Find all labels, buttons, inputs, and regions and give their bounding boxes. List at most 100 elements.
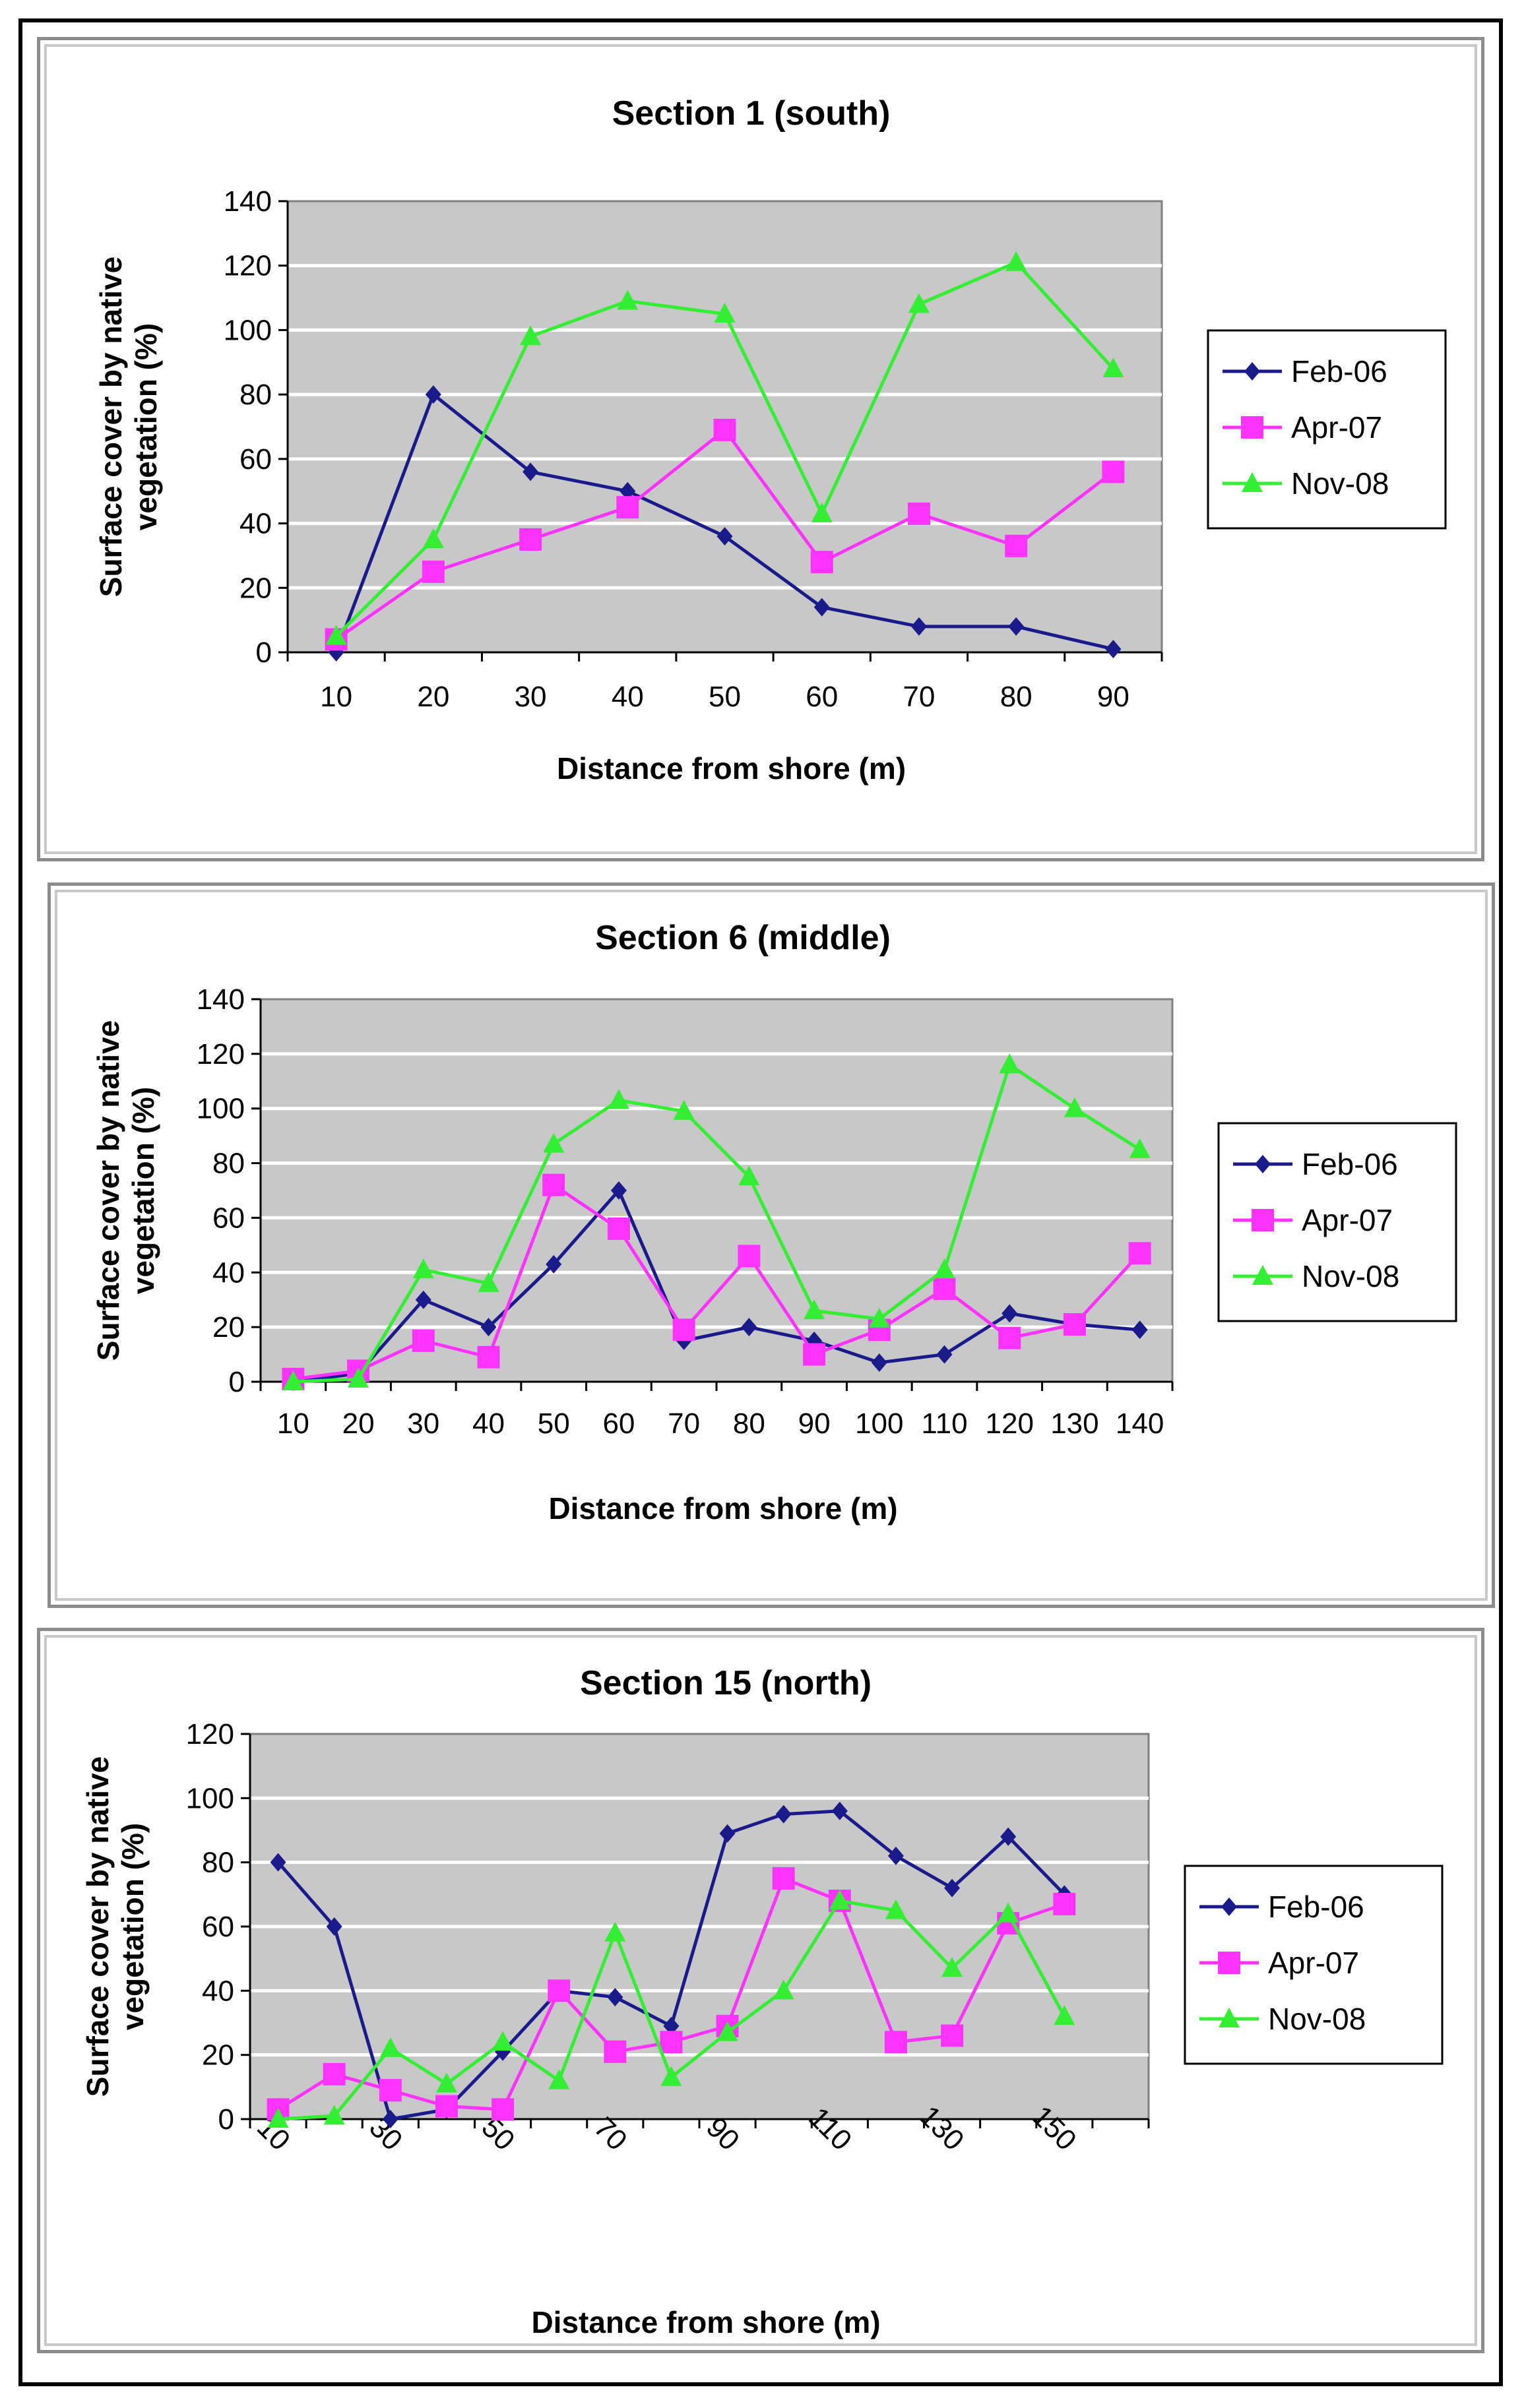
data-point (803, 1343, 826, 1366)
data-point (1000, 1827, 1017, 1846)
legend: Feb-06 Apr-07 Nov-08 (1207, 329, 1447, 530)
x-tick-label: 110 (921, 1407, 967, 1440)
x-tick-label: 80 (1000, 681, 1033, 713)
data-point (1008, 617, 1025, 636)
data-point (1252, 1265, 1273, 1285)
chart-panel-section-1: Section 1 (south) 0 20 40 60 80 100 120 140 10 20 3… (37, 37, 1484, 861)
data-point (1241, 416, 1263, 439)
data-point (1218, 1952, 1240, 1974)
x-tick-label: 10 (320, 681, 352, 713)
y-tick-label: 40 (239, 508, 272, 540)
series-nov-08 (325, 251, 1124, 645)
x-tick-label: 100 (855, 1407, 903, 1440)
data-point (435, 2072, 457, 2093)
x-tick-label: 40 (472, 1407, 505, 1440)
data-point (868, 1307, 890, 1328)
y-tick-label: 60 (212, 1202, 245, 1234)
x-tick-label: 90 (1097, 681, 1129, 713)
y-tick-label: 60 (202, 1911, 234, 1943)
chart-panel-section-15: Section 15 (north) 0 20 40 60 80 100 120 10 30 50 7… (37, 1628, 1484, 2353)
data-point (1054, 2005, 1075, 2025)
data-point (871, 1353, 887, 1372)
x-tick-label: 120 (986, 1407, 1034, 1440)
data-point (885, 1899, 906, 1919)
data-point (1242, 472, 1263, 492)
data-point (412, 1258, 434, 1279)
x-tick-label: 10 (277, 1407, 309, 1440)
y-tick-label: 100 (197, 1093, 245, 1125)
data-point (887, 1846, 904, 1865)
data-point (773, 1979, 794, 2000)
data-point (1064, 1097, 1085, 1117)
data-point (323, 2062, 346, 2085)
legend-label: Nov-08 (1268, 2002, 1366, 2036)
x-tick-label: 80 (733, 1407, 765, 1440)
data-point (663, 2016, 680, 2035)
data-point (673, 1099, 695, 1120)
x-tick-label: 130 (1050, 1407, 1098, 1440)
data-point (610, 1181, 627, 1200)
legend-label: Feb-06 (1268, 1890, 1364, 1924)
data-point (270, 1853, 286, 1872)
data-point (1001, 1304, 1018, 1323)
data-point (1005, 534, 1028, 557)
data-point (1053, 1892, 1076, 1915)
data-point (617, 290, 639, 310)
y-tick-label: 120 (186, 1718, 234, 1750)
y-tick-label: 140 (224, 185, 272, 218)
y-tick-label: 100 (186, 1782, 234, 1814)
data-point (716, 527, 733, 546)
x-tick-label: 70 (903, 681, 935, 713)
data-point (604, 1921, 626, 1942)
legend-label: Apr-07 (1291, 410, 1382, 445)
data-point (934, 1258, 955, 1279)
data-point (1063, 1313, 1086, 1336)
legend: Feb-06 Apr-07 Nov-08 (1184, 1865, 1444, 2065)
data-point (811, 502, 833, 522)
legend-label: Feb-06 (1302, 1147, 1398, 1181)
chart-section-1: Section 1 (south) 0 20 40 60 80 100 120 140 10 20 3… (94, 94, 1447, 786)
data-point (713, 418, 736, 441)
data-point (1131, 1320, 1148, 1340)
y-axis-title: Surface cover by nativevegetation (%) (91, 1020, 160, 1361)
data-point (382, 2110, 398, 2128)
data-point (738, 1245, 761, 1268)
data-point (1102, 357, 1124, 378)
chart-panel-section-6: Section 6 (middle) 0 20 40 60 80 100 120 140 10 20… (48, 882, 1495, 1608)
legend-label: Feb-06 (1291, 354, 1387, 388)
data-point (543, 1132, 565, 1153)
y-tick-label: 80 (239, 379, 272, 411)
series-apr-07 (325, 418, 1125, 651)
y-tick-label: 100 (224, 314, 272, 346)
data-point (520, 325, 542, 346)
x-tick-label: 30 (515, 681, 547, 713)
series-nov-08 (267, 1890, 1075, 2128)
data-point (412, 1329, 435, 1352)
y-tick-label: 80 (202, 1847, 234, 1879)
data-point (1005, 251, 1027, 271)
data-point (738, 1165, 760, 1186)
chart-title: Section 6 (middle) (595, 919, 891, 957)
data-point (1102, 460, 1125, 483)
data-point (548, 2069, 570, 2089)
chart-title: Section 15 (north) (580, 1664, 872, 1702)
series-feb-06 (328, 385, 1122, 662)
data-point (1129, 1138, 1151, 1158)
data-point (1255, 1155, 1271, 1173)
series-feb-06 (270, 1801, 1073, 2128)
data-point (492, 2098, 515, 2121)
data-point (910, 617, 927, 636)
x-tick-label: 40 (612, 681, 644, 713)
data-point (620, 481, 636, 501)
chart-section-6: Section 6 (middle) 0 20 40 60 80 100 120 140 10 20… (91, 919, 1457, 1526)
x-tick-label: 60 (602, 1407, 635, 1440)
data-point (998, 1902, 1019, 1923)
data-point (325, 625, 347, 645)
data-point (741, 1318, 757, 1337)
y-tick-label: 60 (239, 443, 272, 476)
data-point (379, 2037, 401, 2057)
chart-title: Section 1 (south) (612, 94, 891, 133)
data-point (831, 1801, 848, 1820)
legend-label: Apr-07 (1302, 1203, 1393, 1237)
